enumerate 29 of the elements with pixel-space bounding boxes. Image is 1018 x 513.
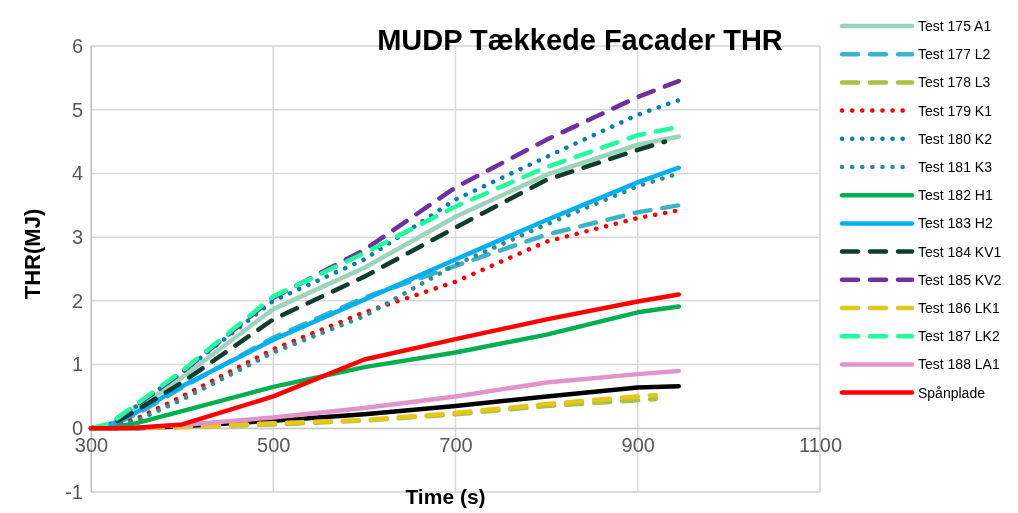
legend-label: Test 177 L2	[918, 46, 991, 63]
legend-label: Test 188 LA1	[918, 356, 1000, 373]
x-tick-label: 1100	[798, 434, 843, 457]
legend-label: Test 180 K2	[918, 130, 993, 147]
y-tick-label: 3	[71, 226, 83, 249]
legend-label: Test 186 LK1	[918, 300, 1000, 316]
legend-label: Test 178 L3	[918, 74, 991, 91]
legend-label: Test 181 K3	[918, 159, 993, 175]
legend-label: Test 182 H1	[918, 187, 993, 204]
legend-label: Test 183 H2	[918, 215, 993, 232]
legend-label: Spånplade	[918, 384, 986, 401]
y-tick-label: 1	[71, 353, 83, 376]
legend-label: Test 185 KV2	[918, 271, 1002, 288]
x-tick-label: 700	[439, 434, 473, 457]
y-tick-label: 2	[71, 289, 83, 312]
x-tick-label: 300	[74, 434, 109, 457]
legend-label: Test 179 K1	[918, 102, 993, 119]
x-axis-title: Time (s)	[405, 485, 486, 508]
legend-label: Test 187 LK2	[918, 328, 1000, 345]
y-axis-title: THR(MJ)	[20, 208, 45, 300]
chart-title: MUDP Tækkede Facader THR	[377, 24, 783, 56]
y-tick-label: -1	[65, 480, 83, 503]
legend-label: Test 184 KV1	[918, 243, 1002, 260]
y-tick-label: 5	[71, 98, 83, 121]
y-tick-label: 6	[71, 34, 83, 57]
y-tick-label: 4	[71, 162, 83, 185]
x-tick-label: 900	[621, 434, 655, 457]
legend-label: Test 175 A1	[918, 18, 992, 34]
x-tick-label: 500	[257, 434, 291, 457]
